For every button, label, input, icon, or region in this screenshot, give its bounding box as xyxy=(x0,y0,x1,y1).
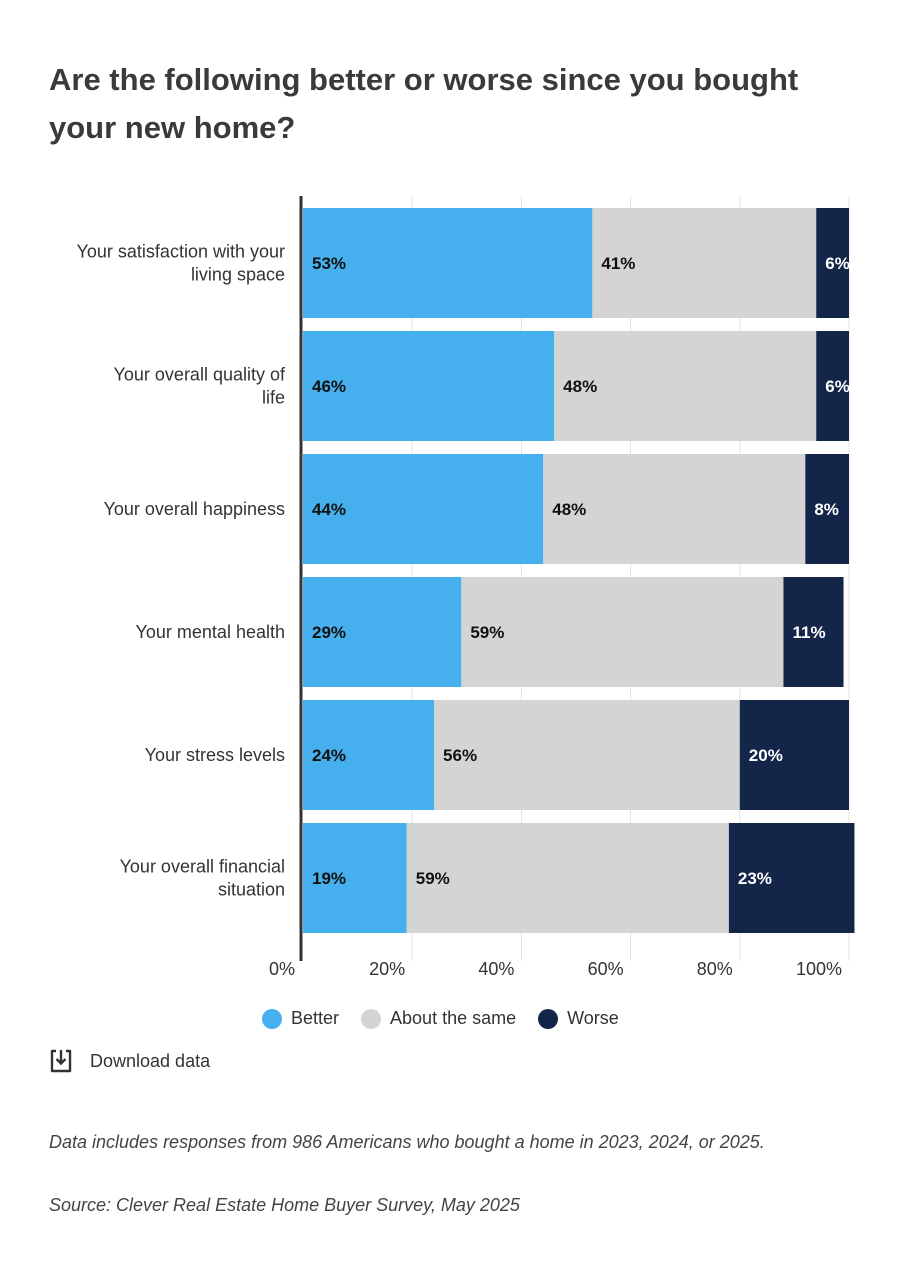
bar-segment-about-the-same[interactable] xyxy=(592,208,817,318)
data-label: 23% xyxy=(738,869,772,888)
bar-segment-worse[interactable] xyxy=(739,700,849,810)
footnote: Data includes responses from 986 America… xyxy=(49,1132,765,1152)
bar-segment-about-the-same[interactable] xyxy=(406,823,729,933)
bar-segment-worse[interactable] xyxy=(783,577,844,687)
bar-segment-about-the-same[interactable] xyxy=(461,577,784,687)
legend-label-better: Better xyxy=(291,1008,340,1028)
legend-item-better[interactable]: Better xyxy=(262,1008,339,1029)
download-data-button[interactable]: Download data xyxy=(49,1048,210,1074)
category-label: Your stress levels xyxy=(145,745,285,765)
data-label: 44% xyxy=(312,500,346,519)
x-tick-label: 20% xyxy=(369,959,405,979)
bar-segment-better[interactable] xyxy=(303,208,593,318)
legend: Better About the same Worse xyxy=(262,1008,641,1029)
data-label: 8% xyxy=(814,500,839,519)
legend-dot-worse xyxy=(538,1008,559,1029)
bar-segment-about-the-same[interactable] xyxy=(554,331,817,441)
data-label: 19% xyxy=(312,869,346,888)
legend-label-worse: Worse xyxy=(567,1008,619,1028)
data-label: 48% xyxy=(563,377,597,396)
x-tick-label: 0% xyxy=(269,959,295,979)
bar-segment-worse[interactable] xyxy=(728,823,855,933)
legend-item-worse[interactable]: Worse xyxy=(538,1008,619,1029)
category-label: Your mental health xyxy=(136,622,285,642)
category-labels: Your satisfaction with your living space Y… xyxy=(77,242,286,900)
bar-segment-about-the-same[interactable] xyxy=(543,454,806,564)
download-data-label: Download data xyxy=(90,1050,211,1071)
x-tick-label: 40% xyxy=(478,959,514,979)
stacked-bar-chart: 53% 41% 6% 46% 48% 6% 44% 48% 8% 29% 59% 11% 24% 56% 2… xyxy=(77,196,855,979)
data-label: 11% xyxy=(792,623,825,642)
legend-item-same[interactable]: About the same xyxy=(361,1008,516,1029)
data-label: 29% xyxy=(312,623,346,642)
category-label: Your overall happiness xyxy=(104,499,285,519)
data-label: 46% xyxy=(312,377,346,396)
category-label: Your overall quality of life xyxy=(114,365,286,408)
x-tick-label: 100% xyxy=(796,959,842,979)
bar-segment-worse[interactable] xyxy=(805,454,849,564)
data-label: 24% xyxy=(312,746,346,765)
source-note: Source: Clever Real Estate Home Buyer Su… xyxy=(49,1195,520,1215)
legend-dot-same xyxy=(361,1008,382,1029)
legend-dot-better xyxy=(262,1008,282,1029)
chart-title: Are the following better or worse since … xyxy=(49,62,799,145)
data-label: 20% xyxy=(749,746,783,765)
data-label: 53% xyxy=(312,254,346,273)
data-label: 59% xyxy=(470,623,504,642)
category-label: Your overall financial situation xyxy=(120,857,285,900)
legend-label-same: About the same xyxy=(390,1008,517,1028)
bar-segment-better[interactable] xyxy=(303,823,407,933)
bar-segment-better[interactable] xyxy=(303,331,555,441)
download-icon xyxy=(50,1049,72,1073)
data-label: 6% xyxy=(825,254,850,273)
bar-segment-better[interactable] xyxy=(303,577,462,687)
bar-segment-better[interactable] xyxy=(303,454,544,564)
data-label: 6% xyxy=(825,377,850,396)
x-tick-label: 60% xyxy=(588,959,624,979)
data-label: 59% xyxy=(416,869,450,888)
bar-segment-worse[interactable] xyxy=(816,208,849,318)
data-labels: 53% 41% 6% 46% 48% 6% 44% 48% 8% 29% 59% 11% 24% 56% 2… xyxy=(312,254,850,888)
bar-segment-worse[interactable] xyxy=(816,331,849,441)
category-label: Your satisfaction with your living space xyxy=(77,242,285,285)
data-label: 41% xyxy=(601,254,635,273)
x-tick-label: 80% xyxy=(697,959,733,979)
data-label: 56% xyxy=(443,746,477,765)
bars xyxy=(303,208,855,933)
bar-segment-better[interactable] xyxy=(303,700,435,810)
data-label: 48% xyxy=(552,500,586,519)
x-axis-ticks: 0% 20% 40% 60% 80% 100% xyxy=(269,959,842,979)
bar-segment-about-the-same[interactable] xyxy=(434,700,740,810)
